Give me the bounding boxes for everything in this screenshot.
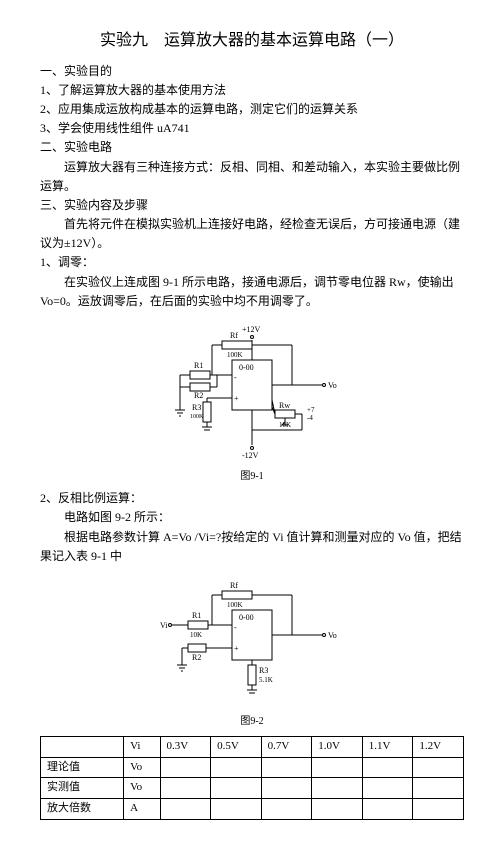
rw-val: 10K	[279, 421, 291, 429]
rf-label: Rf	[230, 331, 238, 340]
sec1-line3: 3、学会使用线性组件 uA741	[40, 119, 464, 138]
th-07v: 0.7V	[261, 737, 312, 758]
pin4-label: -4	[307, 414, 313, 422]
vneg-label: -12V	[242, 451, 259, 460]
th-03v: 0.3V	[160, 737, 211, 758]
sec3-step2-heading: 2、反相比例运算：	[40, 489, 464, 508]
th-10v: 1.0V	[312, 737, 363, 758]
opamp2-label: 0-00	[239, 613, 254, 622]
sec2-heading: 二、实验电路	[40, 138, 464, 157]
sec1-heading: 一、实验目的	[40, 62, 464, 81]
th-12v: 1.2V	[413, 737, 464, 758]
figure-9-2: 0-00 - + Vo Rf 100K R1 10K Vi R2 R3 5.1K…	[40, 570, 464, 730]
th-11v: 1.1V	[362, 737, 413, 758]
fig1-caption: 图9-1	[40, 469, 464, 485]
r3-2-val: 5.1K	[259, 676, 273, 684]
section-purpose: 一、实验目的 1、了解运算放大器的基本使用方法 2、应用集成运放构成基本的运算电…	[40, 62, 464, 139]
vi-label: Vi	[160, 621, 168, 630]
vo2-label: Vo	[328, 631, 337, 640]
sec3-heading: 三、实验内容及步骤	[40, 196, 464, 215]
page-title: 实验九 运算放大器的基本运算电路（一）	[40, 28, 464, 54]
r3-2-label: R3	[259, 666, 268, 675]
r3-label: R3	[192, 403, 201, 412]
cell-vo2: Vo	[124, 778, 160, 799]
sec3-step1-heading: 1、调零：	[40, 253, 464, 272]
svg-text:-: -	[234, 623, 237, 632]
r1-label: R1	[194, 361, 203, 370]
sec2-para: 运算放大器有三种连接方式：反相、同相、和差动输入，本实验主要做比例运算。	[40, 158, 464, 196]
cell-gain: 放大倍数	[41, 798, 124, 819]
sec3-para1: 首先将元件在模拟实验机上连接好电路，经检查无误后，方可接通电源（建议为±12V）…	[40, 215, 464, 253]
cell-vo: Vo	[124, 757, 160, 778]
sec3-step2-para2: 根据电路参数计算 A=Vo /Vi=?按给定的 Vi 值计算和测量对应的 Vo …	[40, 528, 464, 566]
sec3-step1-para: 在实验仪上连成图 9-1 所示电路，接通电源后，调节零电位器 Rw，使输出 Vo…	[40, 273, 464, 311]
table-row: 放大倍数 A	[41, 798, 464, 819]
cell-a: A	[124, 798, 160, 819]
r2-label: R2	[194, 391, 203, 400]
r1-2-label: R1	[192, 611, 201, 620]
r2-2-label: R2	[192, 653, 201, 662]
sec3-step2-para1: 电路如图 9-2 所示：	[40, 508, 464, 527]
table-9-1: Vi 0.3V 0.5V 0.7V 1.0V 1.1V 1.2V 理论值 Vo …	[40, 736, 464, 819]
cell-measured: 实测值	[41, 778, 124, 799]
sec1-line1: 1、了解运算放大器的基本使用方法	[40, 81, 464, 100]
pin7-label: +7	[307, 406, 315, 414]
opamp-label: 0-00	[239, 363, 254, 372]
table-header-row: Vi 0.3V 0.5V 0.7V 1.0V 1.1V 1.2V	[41, 737, 464, 758]
section-step2: 2、反相比例运算： 电路如图 9-2 所示： 根据电路参数计算 A=Vo /Vi…	[40, 489, 464, 566]
vpos-label: +12V	[242, 325, 261, 334]
rw-label: Rw	[279, 401, 290, 410]
rf2-label: Rf	[230, 581, 238, 590]
section-circuit: 二、实验电路 运算放大器有三种连接方式：反相、同相、和差动输入，本实验主要做比例…	[40, 138, 464, 196]
svg-text:+: +	[234, 394, 239, 403]
th-05v: 0.5V	[211, 737, 262, 758]
th-blank	[41, 737, 124, 758]
fig2-caption: 图9-2	[40, 714, 464, 730]
figure-9-1: 0-00 - + Vo +12V -12V Rf 100K R1 R2 R3 1…	[40, 315, 464, 485]
r1-2-val: 10K	[190, 631, 202, 639]
th-vi: Vi	[124, 737, 160, 758]
table-row: 实测值 Vo	[41, 778, 464, 799]
rf2-val: 100K	[227, 601, 243, 609]
section-steps: 三、实验内容及步骤 首先将元件在模拟实验机上连接好电路，经检查无误后，方可接通电…	[40, 196, 464, 311]
svg-text:-: -	[234, 373, 237, 382]
svg-text:+: +	[234, 644, 239, 653]
r3-val: 100K	[190, 414, 204, 420]
sec1-line2: 2、应用集成运放构成基本的运算电路，测定它们的运算关系	[40, 100, 464, 119]
table-row: 理论值 Vo	[41, 757, 464, 778]
rf-val: 100K	[227, 351, 243, 359]
vo-label: Vo	[328, 381, 337, 390]
cell-theory: 理论值	[41, 757, 124, 778]
